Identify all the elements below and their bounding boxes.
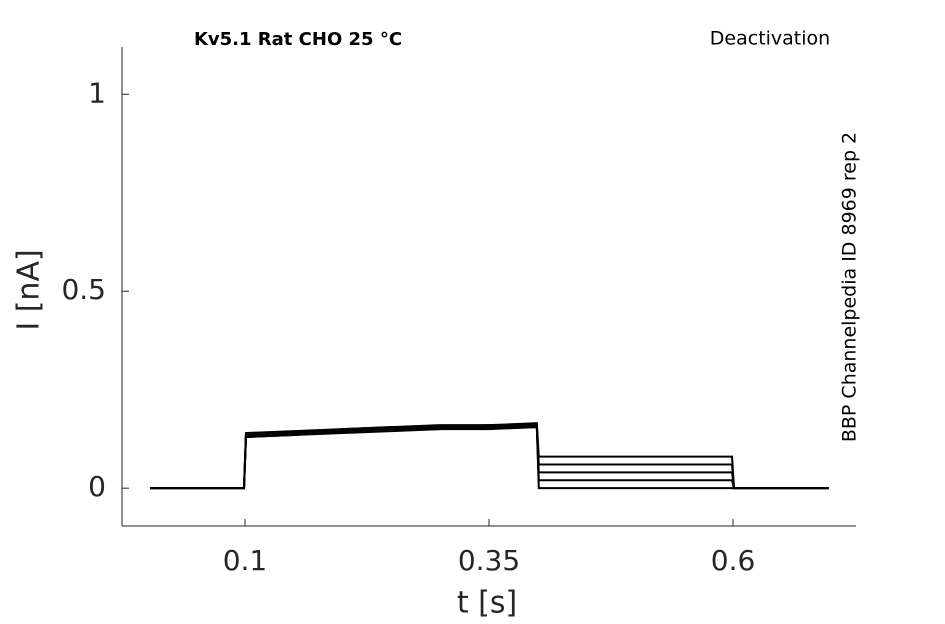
chart-subtitle: Deactivation: [710, 28, 830, 50]
trace: [150, 422, 829, 490]
y-tick-label: 0: [88, 470, 106, 503]
x-tick-label: 0.35: [458, 544, 520, 577]
y-tick-label: 0.5: [61, 273, 106, 306]
chart-title: Kv5.1 Rat CHO 25 °C: [194, 29, 402, 50]
y-tick-label: 1: [88, 76, 106, 109]
y-axis-label: I [nA]: [12, 249, 47, 330]
x-axis-label: t [s]: [457, 586, 517, 621]
x-tick-label: 0.1: [223, 544, 268, 577]
x-tick-label: 0.6: [711, 544, 756, 577]
annotation: BBP Channelpedia ID 8969 rep 2: [839, 132, 861, 442]
